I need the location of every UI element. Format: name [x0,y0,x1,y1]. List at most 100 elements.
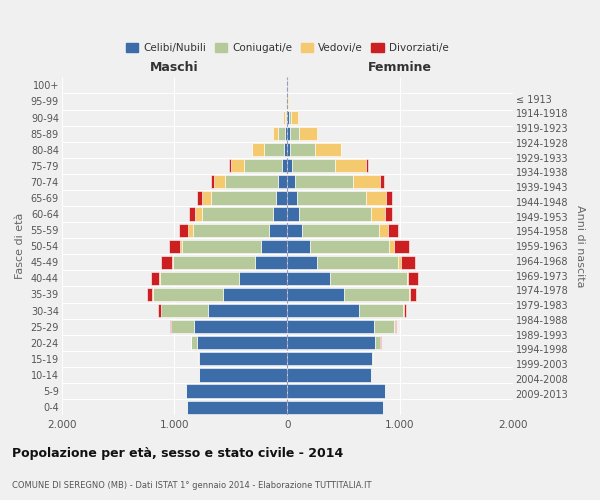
Bar [172,256,173,269]
Bar [254,256,287,269]
Bar [161,256,172,269]
Bar [272,127,278,140]
Bar [317,256,398,269]
Bar [214,176,225,188]
Bar [284,143,287,156]
Bar [409,272,418,285]
Bar [287,192,298,204]
Bar [401,256,415,269]
Bar [395,320,396,334]
Bar [295,176,353,188]
Bar [191,336,197,349]
Bar [211,192,276,204]
Bar [386,192,392,204]
Bar [366,192,386,204]
Bar [287,111,289,124]
Bar [187,400,287,413]
Bar [372,352,373,366]
Bar [302,224,379,236]
Bar [161,304,208,317]
Bar [409,288,410,301]
Bar [287,336,375,349]
Bar [298,192,366,204]
Bar [272,208,287,220]
Bar [287,127,290,140]
Bar [398,256,401,269]
Bar [299,208,371,220]
Bar [195,208,202,220]
Bar [269,224,287,236]
Bar [202,208,272,220]
Bar [199,368,287,382]
Bar [278,176,287,188]
Bar [158,304,161,317]
Text: Maschi: Maschi [150,61,199,74]
Bar [171,320,194,334]
Legend: Celibi/Nubili, Coniugati/e, Vedovi/e, Divorziati/e: Celibi/Nubili, Coniugati/e, Vedovi/e, Di… [121,38,453,57]
Bar [374,320,394,334]
Bar [180,240,182,253]
Bar [287,208,299,220]
Bar [173,256,254,269]
Bar [286,111,287,124]
Bar [208,304,287,317]
Bar [197,192,202,204]
Bar [375,336,380,349]
Text: Femmine: Femmine [368,61,432,74]
Bar [231,159,244,172]
Bar [289,111,291,124]
Bar [262,240,287,253]
Bar [186,384,287,398]
Bar [287,320,374,334]
Bar [380,176,383,188]
Bar [299,127,317,140]
Bar [194,320,287,334]
Bar [287,384,385,398]
Bar [153,288,223,301]
Bar [151,272,159,285]
Y-axis label: Fasce di età: Fasce di età [15,213,25,280]
Bar [239,272,287,285]
Bar [170,320,171,334]
Bar [285,127,287,140]
Bar [394,240,409,253]
Bar [287,368,371,382]
Bar [404,304,406,317]
Bar [379,224,388,236]
Bar [335,159,365,172]
Bar [385,208,392,220]
Bar [389,240,394,253]
Bar [244,159,281,172]
Bar [229,159,231,172]
Bar [359,304,403,317]
Bar [225,176,278,188]
Bar [199,352,287,366]
Bar [182,240,262,253]
Bar [287,256,317,269]
Bar [169,240,180,253]
Bar [197,336,287,349]
Bar [290,143,315,156]
Bar [287,400,383,413]
Bar [211,176,214,188]
Bar [315,143,341,156]
Bar [287,288,344,301]
Bar [285,111,286,124]
Bar [276,192,287,204]
Bar [310,240,389,253]
Bar [288,95,289,108]
Bar [353,176,380,188]
Bar [278,127,285,140]
Bar [410,288,416,301]
Bar [287,272,330,285]
Bar [179,224,188,236]
Bar [193,224,269,236]
Bar [202,192,211,204]
Bar [198,352,199,366]
Bar [287,159,292,172]
Bar [290,127,299,140]
Bar [365,159,368,172]
Bar [160,272,239,285]
Bar [287,143,290,156]
Bar [291,111,298,124]
